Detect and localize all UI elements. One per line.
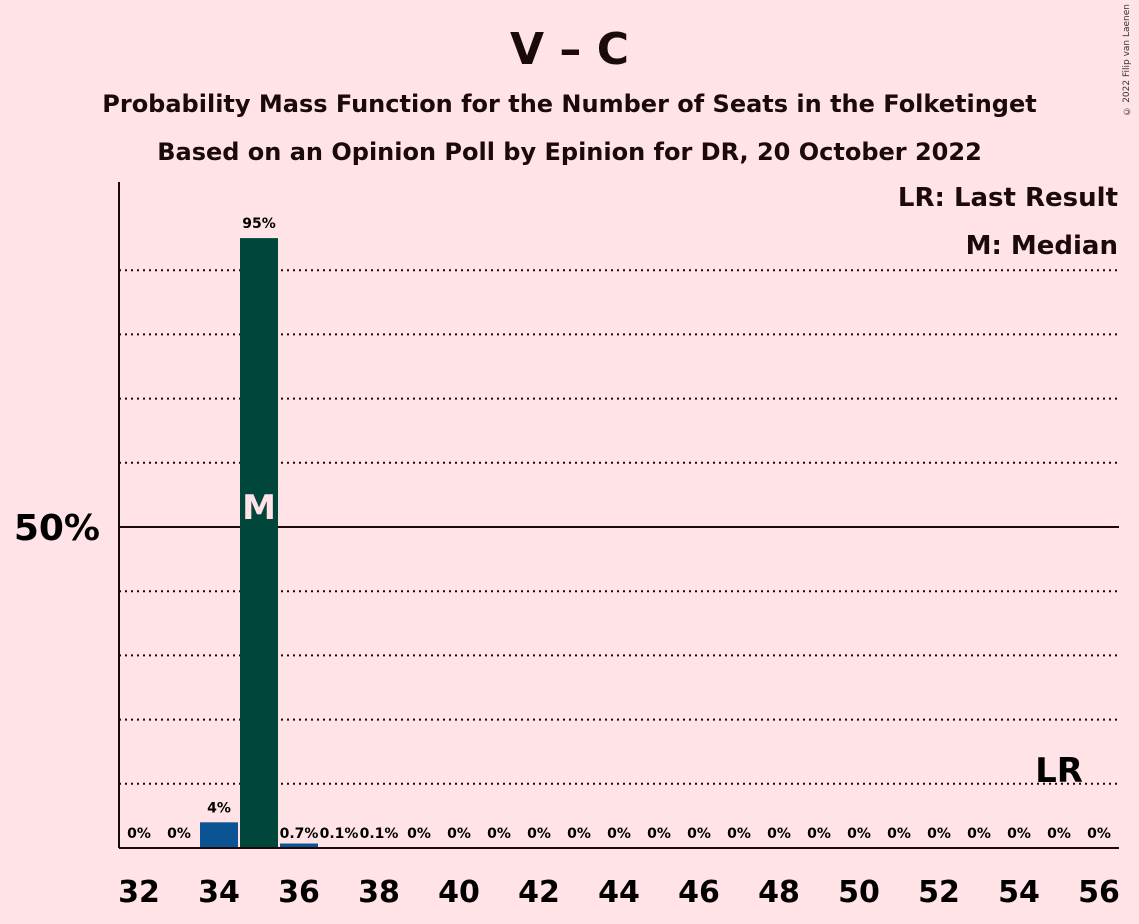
x-tick-label: 42 — [518, 875, 560, 910]
chart-subtitle: Probability Mass Function for the Number… — [102, 90, 1037, 118]
bar-value-label: 0% — [887, 826, 911, 842]
bar — [200, 822, 238, 848]
x-tick-label: 50 — [838, 875, 880, 910]
bar-value-label: 0.1% — [360, 826, 399, 842]
bar-value-label: 0% — [647, 826, 671, 842]
bar — [240, 238, 278, 849]
x-tick-label: 46 — [678, 875, 720, 910]
x-tick-label: 36 — [278, 875, 320, 910]
bar-value-label: 0% — [1087, 826, 1111, 842]
bar-value-label: 0% — [527, 826, 551, 842]
last-result-marker: LR — [1035, 751, 1083, 791]
bar-value-label: 0% — [1007, 826, 1031, 842]
bar-value-label: 95% — [242, 216, 276, 232]
bar — [280, 843, 318, 848]
x-tick-label: 54 — [998, 875, 1040, 910]
bar-value-label: 0% — [407, 826, 431, 842]
bar-value-label: 0% — [807, 826, 831, 842]
bar-value-label: 4% — [207, 800, 231, 816]
bar-value-label: 0% — [847, 826, 871, 842]
x-tick-label: 40 — [438, 875, 480, 910]
bar-value-label: 0% — [567, 826, 591, 842]
legend-median: M: Median — [965, 231, 1118, 261]
bar-value-label: 0% — [767, 826, 791, 842]
y-tick-label: 50% — [14, 508, 100, 549]
bar-value-label: 0% — [607, 826, 631, 842]
bar-value-label: 0.7% — [280, 826, 319, 842]
bar-value-label: 0.1% — [320, 826, 359, 842]
legend-last-result: LR: Last Result — [897, 183, 1118, 213]
chart-title: V – C — [510, 24, 629, 75]
median-marker: M — [242, 488, 276, 528]
bar-value-label: 0% — [967, 826, 991, 842]
bar-value-label: 0% — [687, 826, 711, 842]
bar-value-label: 0% — [447, 826, 471, 842]
x-tick-label: 32 — [118, 875, 160, 910]
bar-value-label: 0% — [927, 826, 951, 842]
x-tick-label: 56 — [1078, 875, 1120, 910]
bar-value-label: 0% — [727, 826, 751, 842]
x-tick-label: 48 — [758, 875, 800, 910]
x-tick-label: 38 — [358, 875, 400, 910]
x-tick-label: 44 — [598, 875, 640, 910]
x-tick-label: 34 — [198, 875, 240, 910]
bar-value-label: 0% — [487, 826, 511, 842]
bar-value-label: 0% — [127, 826, 151, 842]
bar-value-label: 0% — [167, 826, 191, 842]
x-tick-label: 52 — [918, 875, 960, 910]
chart-subtitle-source: Based on an Opinion Poll by Epinion for … — [157, 138, 982, 166]
bar-value-label: 0% — [1047, 826, 1071, 842]
